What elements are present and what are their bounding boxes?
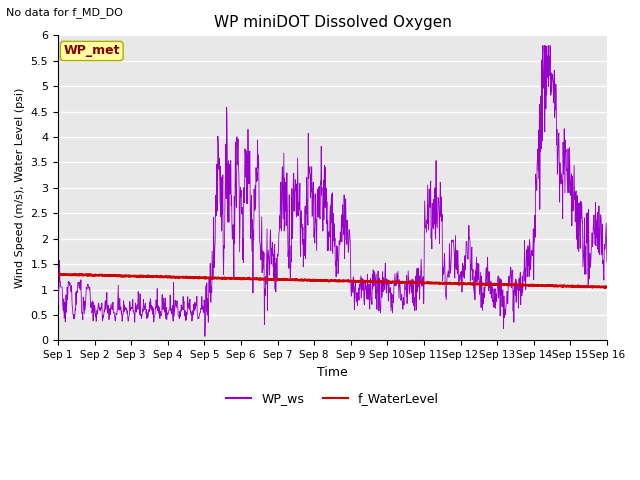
X-axis label: Time: Time bbox=[317, 366, 348, 379]
Y-axis label: Wind Speed (m/s), Water Level (psi): Wind Speed (m/s), Water Level (psi) bbox=[15, 88, 25, 288]
Legend: WP_ws, f_WaterLevel: WP_ws, f_WaterLevel bbox=[221, 387, 444, 410]
Text: No data for f_MD_DO: No data for f_MD_DO bbox=[6, 7, 124, 18]
Title: WP miniDOT Dissolved Oxygen: WP miniDOT Dissolved Oxygen bbox=[214, 15, 451, 30]
Text: WP_met: WP_met bbox=[63, 45, 120, 58]
